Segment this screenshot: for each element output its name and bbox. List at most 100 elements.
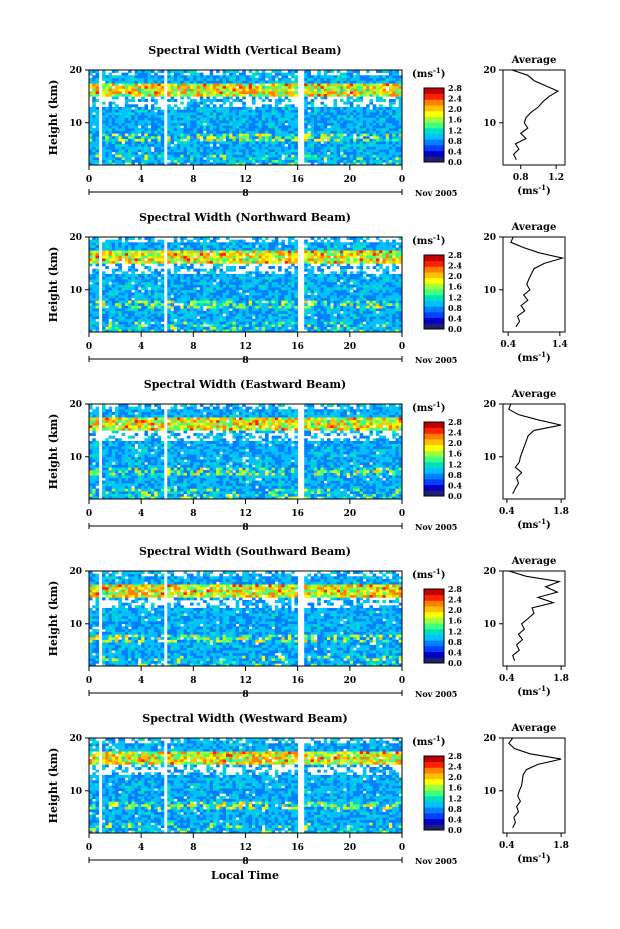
heatmap-cell: [333, 143, 338, 147]
heatmap-cell: [105, 151, 109, 155]
heatmap-cell: [245, 310, 250, 314]
heatmap-cell: [229, 77, 233, 81]
heatmap-cell: [320, 143, 325, 147]
heatmap-cell: [186, 133, 191, 137]
heatmap-cell: [252, 318, 256, 322]
heatmap-cell: [388, 154, 393, 158]
heatmap-cell: [265, 295, 269, 298]
heatmap-cell: [216, 133, 220, 137]
heatmap-cell: [330, 114, 334, 118]
heatmap-cell: [183, 281, 188, 285]
heatmap-cell: [111, 135, 116, 139]
heatmap-cell: [190, 77, 194, 81]
heatmap-cell: [255, 85, 259, 89]
heatmap-cell: [281, 75, 285, 79]
heatmap-cell: [95, 289, 100, 293]
heatmap-cell: [92, 93, 96, 97]
heatmap-cell: [353, 159, 357, 163]
heatmap-cell: [199, 122, 204, 126]
heatmap-cell: [291, 308, 295, 312]
heatmap-cell: [284, 271, 289, 275]
heatmap-cell: [225, 91, 230, 95]
heatmap-cell: [183, 143, 188, 147]
heatmap-cell: [304, 75, 308, 79]
heatmap-cell: [115, 310, 119, 314]
heatmap-cell: [359, 83, 364, 87]
heatmap-cell: [392, 135, 396, 139]
heatmap-cell: [317, 135, 321, 139]
heatmap-cell: [118, 135, 122, 139]
heatmap-cell: [287, 72, 292, 76]
heatmap-cell: [89, 159, 93, 163]
heatmap-cell: [131, 130, 135, 134]
heatmap-cell: [173, 258, 178, 262]
heatmap-cell: [229, 242, 233, 246]
heatmap-cell: [154, 244, 158, 248]
heatmap-cell: [304, 143, 308, 147]
heatmap-cell: [252, 80, 256, 84]
heatmap-cell: [248, 242, 253, 246]
heatmap-cell: [359, 77, 364, 81]
heatmap-cell: [291, 305, 295, 309]
heatmap-cell: [105, 308, 109, 312]
heatmap-cell: [330, 85, 334, 89]
heatmap-cell: [206, 318, 210, 322]
heatmap-cell: [307, 72, 312, 76]
heatmap-cell: [157, 279, 162, 283]
heatmap-cell: [229, 93, 233, 97]
heatmap-cell: [193, 250, 197, 254]
heatmap-cell: [206, 321, 210, 325]
heatmap-cell: [346, 157, 351, 161]
heatmap-cell: [291, 143, 295, 147]
heatmap-cell: [160, 284, 165, 288]
heatmap-cell: [141, 250, 145, 254]
heatmap-cell: [102, 295, 106, 298]
heatmap-cell: [304, 300, 308, 304]
heatmap-cell: [232, 146, 237, 150]
heatmap-cell: [258, 284, 263, 288]
heatmap-cell: [294, 120, 298, 124]
heatmap-cell: [89, 244, 93, 248]
heatmap-cell: [274, 258, 279, 262]
heatmap-cell: [124, 157, 129, 161]
heatmap-cell: [219, 326, 223, 330]
heatmap-cell: [248, 295, 253, 298]
heatmap-cell: [330, 112, 334, 116]
heatmap-cell: [95, 114, 100, 118]
heatmap-cell: [281, 295, 285, 298]
heatmap-cell: [245, 318, 250, 322]
heatmap-cell: [245, 324, 250, 328]
heatmap-cell: [95, 252, 100, 256]
heatmap-cell: [183, 114, 188, 118]
heatmap-cell: [375, 117, 380, 121]
heatmap-cell: [203, 326, 207, 330]
heatmap-cell: [183, 130, 188, 134]
heatmap-cell: [89, 122, 93, 126]
heatmap-cell: [212, 88, 217, 92]
heatmap-cell: [268, 151, 272, 155]
heatmap-cell: [183, 80, 188, 84]
heatmap-cell: [242, 120, 246, 124]
heatmap-cell: [284, 96, 289, 100]
heatmap-cell: [183, 109, 188, 113]
heatmap-cell: [225, 93, 230, 97]
heatmap-cell: [255, 297, 259, 301]
heatmap-cell: [209, 316, 214, 320]
heatmap-cell: [190, 324, 194, 328]
heatmap-cell: [304, 112, 308, 116]
heatmap-cell: [209, 112, 214, 116]
heatmap-cell: [167, 252, 171, 256]
heatmap-cell: [115, 321, 119, 325]
heatmap-cell: [232, 157, 237, 161]
heatmap-cell: [134, 122, 139, 126]
heatmap-cell: [353, 125, 357, 129]
heatmap-cell: [222, 83, 227, 87]
heatmap-cell: [128, 70, 132, 73]
heatmap-cell: [102, 154, 106, 158]
heatmap-cell: [157, 159, 162, 163]
heatmap-cell: [190, 292, 194, 296]
heatmap-cell: [89, 80, 93, 84]
heatmap-cell: [118, 112, 122, 116]
heatmap-cell: [255, 289, 259, 293]
heatmap-cell: [141, 83, 145, 87]
